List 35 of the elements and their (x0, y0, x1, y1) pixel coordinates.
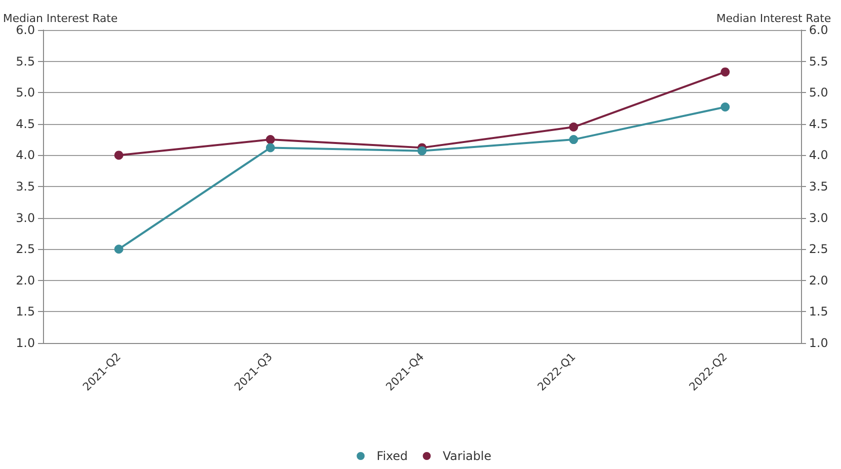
legend-label: Fixed (376, 449, 408, 463)
y-tick-label: 5.0 (16, 86, 35, 100)
y2-tick-label: 3.5 (809, 180, 828, 194)
point (114, 150, 124, 160)
y2-tick-label: 6.0 (809, 23, 828, 37)
y2-axis-title: Median Interest Rate (716, 12, 832, 25)
y2-tick-label: 5.0 (809, 86, 828, 100)
y2-tick-label: 2.5 (809, 242, 828, 256)
point (114, 244, 124, 254)
y2-tick-label: 1.0 (809, 336, 828, 350)
y-tick-label: 5.5 (16, 54, 35, 68)
y2-tick-label: 3.0 (809, 210, 828, 225)
point (418, 146, 426, 156)
y-tick-label: 1.0 (16, 336, 35, 350)
y2-tick-label: 4.0 (809, 148, 828, 162)
point (720, 67, 730, 76)
point (720, 102, 730, 112)
y2-tick-label: 5.5 (809, 54, 828, 68)
y-axis-title: Median Interest Rate (3, 12, 118, 25)
y-tick-label: 4.5 (16, 116, 35, 131)
point (569, 135, 578, 144)
legend-label: Variable (442, 449, 492, 463)
point (266, 143, 275, 152)
y-tick-label: 2.0 (16, 273, 35, 288)
y-tick-label: 4.0 (16, 148, 35, 162)
point (569, 122, 578, 132)
y-tick-label: 1.5 (16, 304, 35, 319)
y-tick-label: 2.5 (16, 242, 35, 256)
y-tick-label: 3.5 (16, 180, 35, 194)
y-tick-label: 6.0 (16, 23, 35, 37)
y2-tick-label: 1.5 (809, 304, 828, 319)
y2-tick-label: 4.5 (809, 116, 828, 131)
y-tick-label: 3.0 (16, 210, 35, 225)
point (266, 135, 275, 144)
y2-tick-label: 2.0 (809, 273, 828, 288)
